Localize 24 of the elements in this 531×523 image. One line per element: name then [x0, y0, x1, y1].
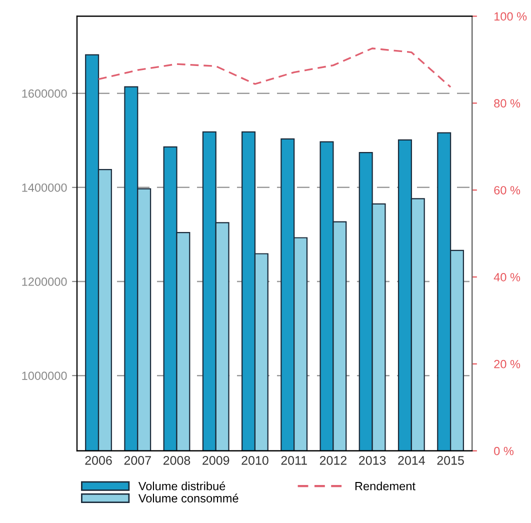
y2-tick-label: 40 % [494, 273, 520, 282]
x-tick-label: 2010 [242, 456, 268, 465]
x-tick-label: 2015 [437, 456, 464, 465]
x-tick-label: 2009 [202, 456, 230, 465]
y-tick-label: 1600000 [22, 89, 67, 98]
legend-label: Volume consommé [138, 494, 238, 502]
y2-tick-label: 20 % [494, 360, 520, 368]
x-tick-label: 2006 [85, 456, 112, 465]
legend-label: Rendement [355, 482, 416, 490]
y2-tick-label: 60 % [494, 186, 520, 194]
y2-tick-label: 100 % [494, 12, 527, 21]
line-series [98, 48, 452, 88]
x-tick-label: 2011 [281, 456, 307, 465]
y2-tick-label: 0 % [494, 446, 514, 456]
legend-label: Volume distribué [138, 481, 226, 490]
x-tick-label: 2008 [163, 456, 190, 465]
x-tick-label: 2007 [124, 456, 151, 465]
x-tick-label: 2014 [398, 456, 425, 465]
x-tick-label: 2013 [359, 456, 386, 465]
y2-tick-label: 80 % [494, 99, 520, 108]
y-tick-label: 1400000 [22, 183, 67, 192]
y-tick-label: 1200000 [22, 278, 67, 286]
y-tick-label: 1000000 [22, 372, 67, 380]
x-tick-label: 2012 [320, 456, 346, 465]
